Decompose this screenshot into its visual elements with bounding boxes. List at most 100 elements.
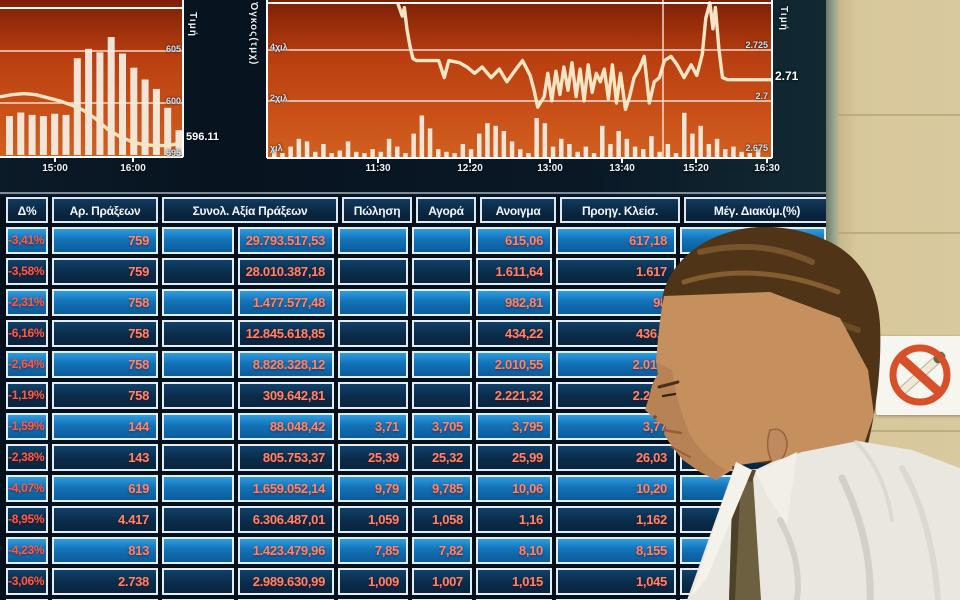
table-cell: 8,10 — [476, 537, 552, 564]
cell-delta: -3,58% — [6, 258, 48, 285]
volume-ytick: χιλ — [270, 143, 283, 153]
col-header-open: Ανοιγμα — [480, 197, 556, 223]
table-cell: 615,06 — [476, 227, 552, 254]
cell-delta: -3,06% — [6, 568, 48, 595]
table-cell: 3,705 — [412, 413, 472, 440]
table-row: -1,59% 144 88.048,42 3,71 3,705 3,795 3,77 — [6, 413, 835, 440]
table-cell: 1.423.479,96 — [238, 537, 334, 564]
table-cell — [162, 289, 234, 316]
mid-chart-price-axis-title: Τιμή — [778, 6, 789, 31]
cell-delta: -8,95% — [6, 506, 48, 533]
table-cell: 29.793.517,53 — [238, 227, 334, 254]
tile-grout-line — [838, 232, 960, 234]
table-cell: 144 — [52, 413, 158, 440]
table-cell: 9,785 — [412, 475, 472, 502]
left-chart-xtick: 15:00 — [42, 163, 68, 174]
table-cell — [162, 568, 234, 595]
table-cell: 12.845.618,85 — [238, 320, 334, 347]
table-row: -4,23% 813 1.423.479,96 7,85 7,82 8,10 8,155 — [6, 537, 835, 564]
cell-delta: -2,64% — [6, 351, 48, 378]
table-cell — [338, 320, 408, 347]
tile-grout-line — [838, 114, 960, 116]
man-face — [645, 292, 874, 480]
table-cell: 1.659.052,14 — [238, 475, 334, 502]
table-cell: 2.221,32 — [476, 382, 552, 409]
table-cell — [162, 413, 234, 440]
index-last-value: 596.11 — [186, 131, 220, 143]
col-header-sell: Πώληση — [342, 197, 412, 223]
table-cell: 813 — [52, 537, 158, 564]
intraday-charts-canvas — [0, 0, 773, 163]
table-cell: 2.989.630,99 — [238, 568, 334, 595]
col-header-trades: Αρ. Πράξεων — [52, 197, 158, 223]
table-cell — [162, 320, 234, 347]
table-cell: 1,045 — [556, 568, 676, 595]
shirt-folds — [777, 440, 941, 600]
cell-delta: -1,59% — [6, 413, 48, 440]
table-cell: 1,015 — [476, 568, 552, 595]
table-cell: 1,007 — [412, 568, 472, 595]
face-features — [653, 380, 788, 465]
price-ytick: 2.675 — [745, 143, 768, 153]
table-cell — [162, 537, 234, 564]
face-shading — [645, 362, 726, 480]
table-cell — [338, 227, 408, 254]
volume-axis-title: Όγκος(τμχ) — [248, 2, 259, 66]
table-cell — [412, 258, 472, 285]
table-cell — [338, 382, 408, 409]
table-cell — [338, 351, 408, 378]
table-cell: 759 — [52, 227, 158, 254]
collar-right — [756, 452, 797, 524]
tile-grout-line — [838, 430, 960, 432]
volume-ytick: 2χιλ — [270, 93, 288, 103]
mid-chart-xtick: 15:20 — [683, 163, 709, 174]
table-cell: 8,155 — [556, 537, 676, 564]
cell-delta: -1,19% — [6, 382, 48, 409]
cell-delta: -2,31% — [6, 289, 48, 316]
volume-ytick: 4χιλ — [270, 42, 288, 52]
table-cell — [338, 289, 408, 316]
chart-strip: 605 600 595 596.11 Τιμή 15:00 16:00 4χιλ 2χιλ χιλ… — [0, 0, 835, 196]
table-cell: 25,99 — [476, 444, 552, 471]
table-cell — [412, 382, 472, 409]
table-cell: 28.010.387,18 — [238, 258, 334, 285]
table-cell: 1.477.577,48 — [238, 289, 334, 316]
table-cell — [338, 258, 408, 285]
cell-delta: -6,16% — [6, 320, 48, 347]
table-cell: 4.417 — [52, 506, 158, 533]
table-cell: 6.306.487,01 — [238, 506, 334, 533]
col-header-prevclose: Προηγ. Κλείσ. — [560, 197, 680, 223]
index-chart-panel — [0, 0, 184, 162]
collar-left — [691, 462, 752, 597]
table-cell: 7,82 — [412, 537, 472, 564]
table-row: -6,16% 758 12.845.618,85 434,22 436,7 — [6, 320, 835, 347]
table-cell: 758 — [52, 382, 158, 409]
table-cell — [162, 351, 234, 378]
left-chart-ytick: 600 — [165, 96, 181, 106]
mid-chart-xtick: 16:30 — [754, 163, 780, 174]
col-header-maxrange: Μέγ. Διακύμ.(%) — [684, 197, 830, 223]
table-cell — [162, 444, 234, 471]
left-chart-ytick: 595 — [165, 148, 181, 158]
cell-delta: -4,23% — [6, 537, 48, 564]
table-cell: 9,79 — [338, 475, 408, 502]
table-cell — [162, 506, 234, 533]
table-cell: 3,795 — [476, 413, 552, 440]
table-cell: 1,009 — [338, 568, 408, 595]
table-cell — [412, 289, 472, 316]
col-header-value: Συνολ. Αξία Πράξεων — [162, 197, 338, 223]
table-cell: 3,71 — [338, 413, 408, 440]
mid-chart-xtick: 13:00 — [537, 163, 563, 174]
mid-chart-xtick: 11:30 — [365, 163, 391, 174]
table-cell: 143 — [52, 444, 158, 471]
cell-delta: -4,07% — [6, 475, 48, 502]
stock-chart-panel — [266, 0, 773, 163]
table-cell: 8.828.328,12 — [238, 351, 334, 378]
table-cell — [412, 351, 472, 378]
table-cell: 434,22 — [476, 320, 552, 347]
price-ytick: 2.725 — [745, 40, 768, 50]
table-cell: 25,39 — [338, 444, 408, 471]
cell-delta: -3,41% — [6, 227, 48, 254]
